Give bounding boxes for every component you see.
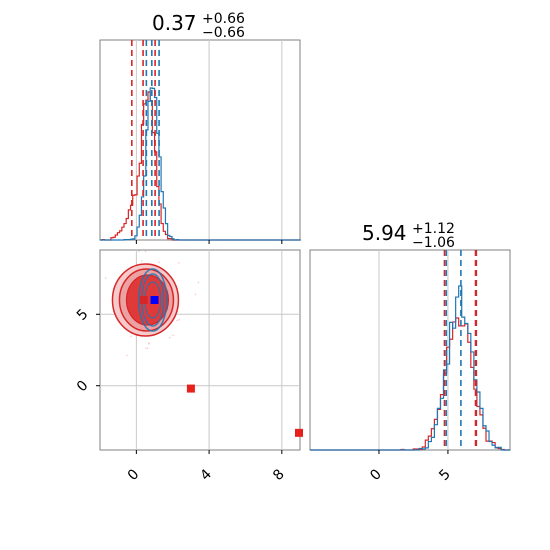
scatter-ytick-label: 0 xyxy=(74,378,92,396)
hist-param1-title-sup: +0.66 xyxy=(202,11,245,27)
marker-a xyxy=(150,296,159,304)
hist-param1-frame xyxy=(99,39,301,241)
marker-outlier xyxy=(295,428,303,437)
marker-b xyxy=(139,296,148,304)
hist-param2-title-sub: −1.06 xyxy=(412,235,455,251)
hist-param2-title: 5.94 xyxy=(362,221,407,245)
scatter-point xyxy=(144,250,147,253)
scatter-point xyxy=(146,347,149,350)
marker-outlier xyxy=(186,384,195,393)
hist1-series-a xyxy=(100,87,301,241)
scatter-point xyxy=(148,342,150,344)
scatter-point xyxy=(126,354,128,357)
scatter-point xyxy=(176,319,179,322)
hist2-xtick-label: 0 xyxy=(367,466,385,484)
scatter-point xyxy=(178,262,180,264)
hist-param1-title-sub: −0.66 xyxy=(202,25,245,41)
quantile-lines xyxy=(131,40,478,450)
hist-param2-title-main: 5.94 xyxy=(362,221,407,245)
scatter-point xyxy=(130,335,132,338)
grid-lines xyxy=(100,40,449,450)
hist-param2-frame xyxy=(309,249,511,451)
hist-param1 xyxy=(100,87,301,241)
scatter-point xyxy=(168,336,171,339)
scatter-point xyxy=(197,281,200,284)
scatter-xtick-label: 4 xyxy=(197,466,215,484)
scatter-point xyxy=(145,347,147,349)
hist2-series-a xyxy=(310,285,511,451)
scatter-ytick-label: 5 xyxy=(74,306,92,324)
scatter-point xyxy=(178,318,180,321)
scatter-xtick-label: 0 xyxy=(125,466,143,484)
scatter-point xyxy=(194,293,197,296)
scatter-contours xyxy=(104,250,303,437)
hist-param2 xyxy=(310,285,511,451)
scatter-point xyxy=(104,277,107,279)
hist-param2-title-sup: +1.12 xyxy=(412,221,455,237)
hist-param1-title-main: 0.37 xyxy=(152,11,197,35)
scatter-point xyxy=(172,334,174,337)
scatter-point xyxy=(138,250,140,252)
hist2-xtick-label: 5 xyxy=(436,466,454,484)
scatter-point xyxy=(141,260,143,262)
scatter-point xyxy=(158,261,160,264)
contour-a-outer xyxy=(137,268,168,332)
scatter-xtick-label: 8 xyxy=(270,466,288,484)
hist-param1-title: 0.37 xyxy=(152,11,197,35)
